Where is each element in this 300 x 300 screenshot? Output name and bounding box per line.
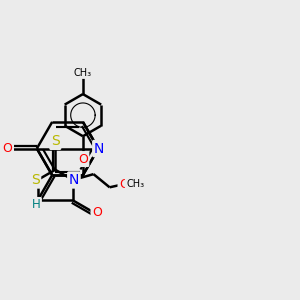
Text: N: N (94, 142, 104, 155)
Text: CH₃: CH₃ (74, 68, 92, 78)
Text: N: N (94, 142, 104, 155)
Text: N: N (69, 173, 79, 187)
Text: O: O (3, 142, 13, 155)
Text: S: S (51, 134, 60, 148)
Text: O: O (78, 152, 88, 166)
Text: S: S (31, 173, 40, 187)
Text: CH₃: CH₃ (126, 178, 144, 188)
Text: O: O (119, 178, 129, 191)
Text: H: H (32, 198, 40, 212)
Text: O: O (92, 206, 102, 219)
